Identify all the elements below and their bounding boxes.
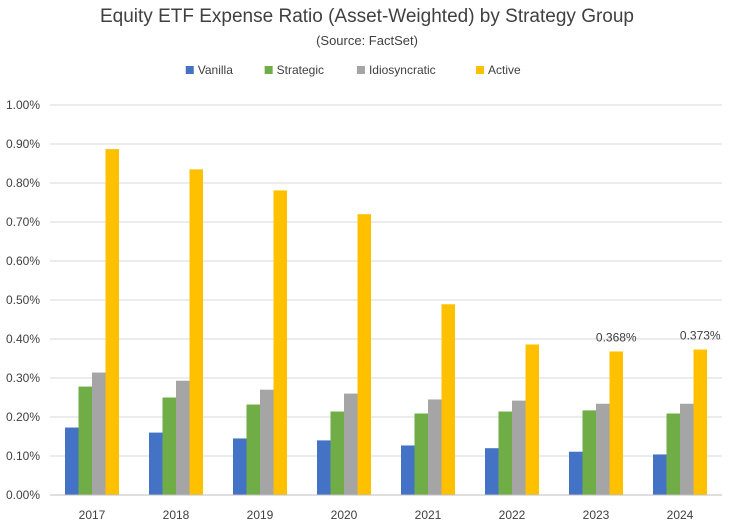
y-tick-label: 0.70% [6, 215, 40, 229]
y-tick-label: 0.60% [6, 254, 40, 268]
x-tick-label: 2023 [583, 508, 610, 522]
data-label: 0.373% [680, 329, 721, 343]
y-tick-label: 0.00% [6, 488, 40, 502]
bar-vanilla-2023 [569, 451, 583, 495]
x-tick-label: 2024 [667, 508, 694, 522]
bar-vanilla-2017 [65, 427, 79, 495]
bar-active-2024 [693, 349, 707, 495]
legend-label-strategic: Strategic [277, 63, 324, 77]
bar-idiosyncratic-2023 [596, 403, 610, 495]
legend-swatch-active [476, 66, 485, 74]
bar-strategic-2022 [498, 411, 512, 495]
bar-active-2019 [273, 190, 287, 495]
bar-strategic-2020 [330, 411, 344, 495]
bar-strategic-2023 [582, 410, 596, 495]
x-tick-label: 2019 [247, 508, 274, 522]
legend-label-vanilla: Vanilla [198, 63, 233, 77]
bar-active-2018 [189, 169, 203, 495]
x-tick-label: 2018 [163, 508, 190, 522]
bar-vanilla-2024 [653, 454, 667, 495]
y-tick-label: 0.30% [6, 371, 40, 385]
bar-idiosyncratic-2020 [344, 393, 358, 495]
bar-strategic-2021 [414, 413, 428, 495]
bar-idiosyncratic-2017 [92, 372, 106, 495]
y-tick-label: 0.20% [6, 410, 40, 424]
bar-vanilla-2019 [233, 438, 247, 495]
y-tick-label: 1.00% [6, 98, 40, 112]
bar-active-2021 [441, 304, 455, 495]
bar-vanilla-2021 [401, 445, 415, 495]
data-label: 0.368% [596, 330, 637, 344]
y-tick-label: 0.90% [6, 137, 40, 151]
bar-active-2023 [609, 351, 623, 495]
bar-strategic-2017 [78, 386, 92, 495]
bar-strategic-2018 [162, 397, 176, 495]
legend-label-active: Active [488, 63, 521, 77]
legend-swatch-strategic [264, 66, 273, 74]
y-tick-label: 0.40% [6, 332, 40, 346]
bar-active-2017 [105, 149, 119, 495]
bar-idiosyncratic-2019 [260, 389, 274, 495]
bar-idiosyncratic-2018 [176, 380, 190, 495]
legend-swatch-idiosyncratic [356, 66, 365, 74]
x-tick-label: 2021 [415, 508, 442, 522]
legend-swatch-vanilla [185, 66, 194, 74]
bar-vanilla-2020 [317, 440, 331, 495]
legend-label-idiosyncratic: Idiosyncratic [369, 63, 436, 77]
bar-idiosyncratic-2022 [512, 400, 526, 495]
bar-active-2020 [357, 214, 371, 495]
bar-vanilla-2018 [149, 432, 163, 495]
y-tick-label: 0.10% [6, 449, 40, 463]
x-tick-label: 2022 [499, 508, 526, 522]
bar-vanilla-2022 [485, 448, 499, 495]
bar-strategic-2024 [666, 413, 680, 495]
y-tick-label: 0.50% [6, 293, 40, 307]
x-tick-label: 2020 [331, 508, 358, 522]
bar-active-2022 [525, 344, 539, 495]
x-tick-label: 2017 [79, 508, 106, 522]
bar-idiosyncratic-2024 [680, 403, 694, 495]
chart-title: Equity ETF Expense Ratio (Asset-Weighted… [100, 6, 634, 27]
y-tick-label: 0.80% [6, 176, 40, 190]
bar-strategic-2019 [246, 404, 260, 495]
chart-subtitle: (Source: FactSet) [316, 33, 418, 48]
bar-idiosyncratic-2021 [428, 399, 442, 495]
